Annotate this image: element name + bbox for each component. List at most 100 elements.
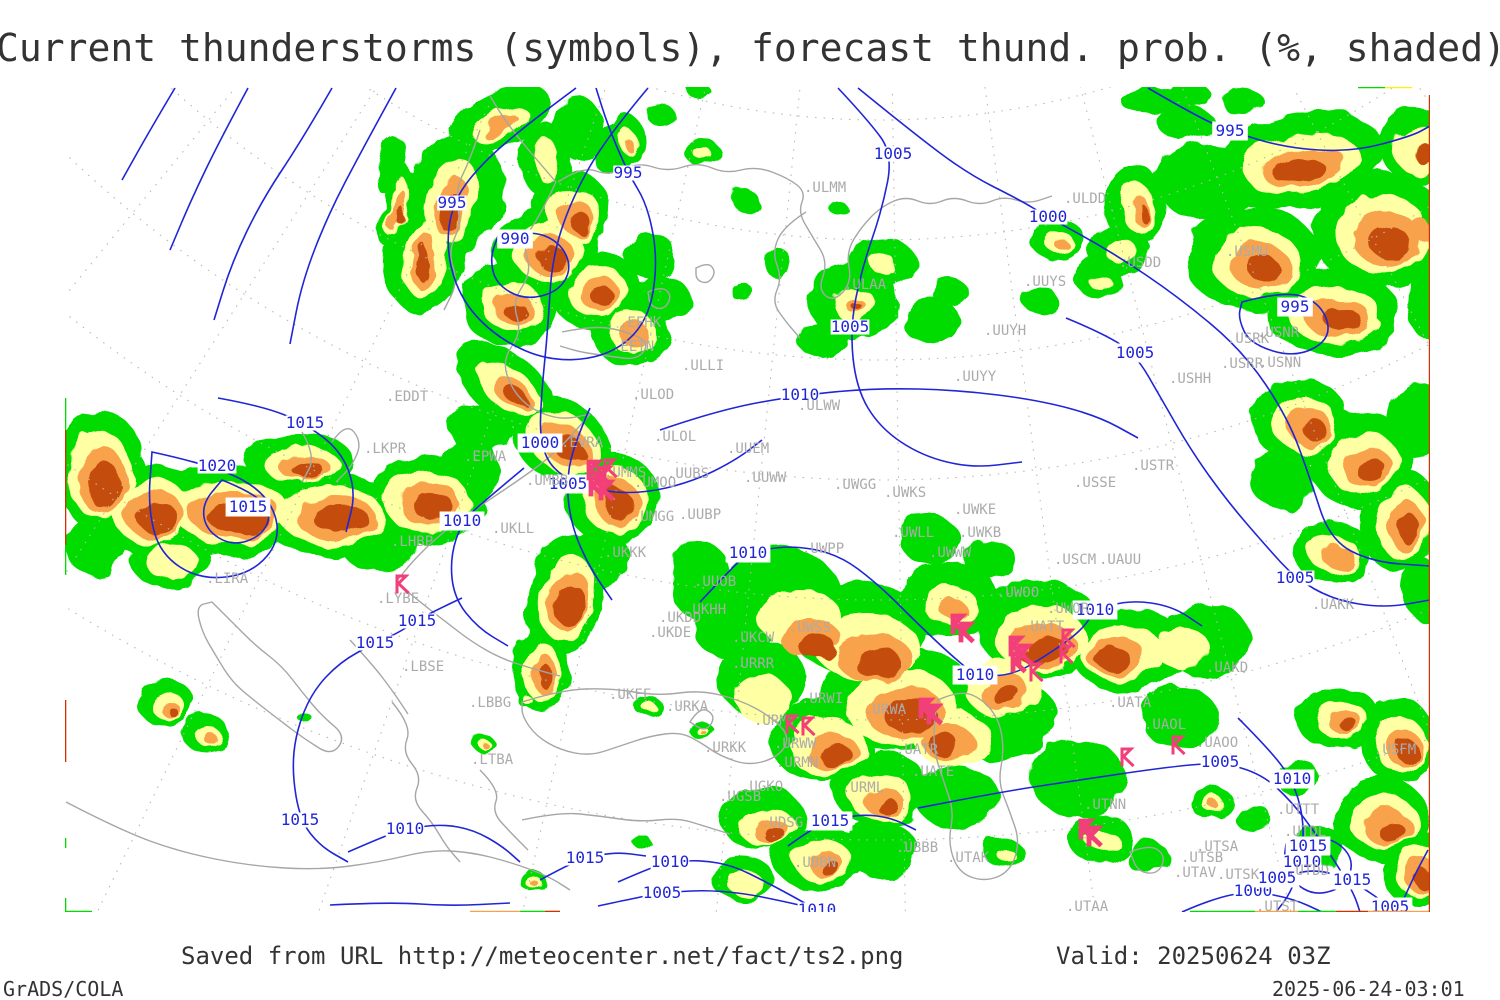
prob-shade-blob	[853, 304, 863, 312]
station-label-UAUU: .UAUU	[1099, 552, 1141, 568]
isobar-label-box	[197, 458, 237, 474]
thunderstorm-symbol	[918, 697, 936, 720]
prob-shade-blob	[991, 685, 1021, 705]
prob-shade-blob	[644, 101, 672, 123]
isobar-label: 1010	[1283, 852, 1322, 871]
isobar-label: 1000	[521, 433, 560, 452]
prob-shade-blob	[1392, 382, 1430, 458]
station-label-USRK: .USRK	[1227, 331, 1270, 347]
meridian-line	[715, 87, 801, 912]
prob-shade-blob	[929, 734, 959, 756]
prob-shade-blob	[1370, 227, 1410, 259]
isobar-label-box	[613, 165, 643, 181]
station-labels: .ULMM .ULAA .ULDD .USDD .UUYS .UUYH .UUYY .USHH…	[206, 180, 1416, 912]
isobar-line-1020	[148, 451, 278, 579]
prob-shade-blob	[554, 96, 602, 160]
isobar-label-box	[1072, 600, 1118, 620]
station-label-UTNN: .UTNN	[1084, 797, 1126, 813]
prob-shade-blob	[1221, 90, 1265, 114]
prob-shade-blob	[701, 731, 707, 735]
prob-shade-blob	[734, 675, 790, 721]
isobar-label-box	[1367, 897, 1413, 912]
isobar-line-unlabeled	[213, 87, 333, 321]
saved-from-url-caption: Saved from URL http://meteocenter.net/fa…	[181, 942, 904, 970]
isobar-label-box	[807, 811, 853, 831]
coastline	[695, 264, 715, 284]
isobar-labels: 9909959959959951000100010001005100510051…	[197, 121, 1413, 916]
station-label-UTTT: .UTTT	[1277, 802, 1320, 818]
prob-shade-blob	[670, 540, 730, 620]
prob-shade-blob	[938, 599, 966, 617]
station-label-UKKK: .UKKK	[604, 545, 647, 561]
prob-shade-blob	[538, 664, 552, 688]
meridian-line	[96, 87, 499, 912]
isobar-line-unlabeled	[169, 87, 249, 251]
station-label-ULLI: .ULLI	[682, 358, 724, 374]
prob-shade-blob	[570, 212, 590, 232]
isobar-line-1000	[539, 87, 763, 494]
isobar-label: 1005	[1276, 568, 1315, 587]
thunderstorm-symbol	[1059, 644, 1074, 665]
isobar-label: 995	[438, 193, 467, 212]
station-label-UWWW: .UWWW	[929, 545, 972, 561]
coastline	[443, 129, 481, 311]
isobar-label: 1000	[1029, 207, 1068, 226]
isobar-label: 1005	[1371, 897, 1410, 916]
prob-shade-blob	[1157, 144, 1253, 220]
grads-cola-credit: GrADS/COLA	[3, 977, 124, 1000]
isobar-label-box	[873, 146, 913, 162]
prob-shade-blob	[1137, 204, 1147, 220]
prob-shade-blob	[530, 880, 538, 886]
page-title: Current thunderstorms (symbols), forecas…	[0, 26, 1500, 70]
prob-shade-blob	[1142, 686, 1218, 750]
thunderstorm-symbol	[1010, 651, 1028, 674]
prob-shade-blob	[1157, 104, 1213, 140]
coastline	[197, 601, 343, 753]
isobar-label-box	[497, 229, 533, 249]
prob-shade-blob	[727, 871, 763, 895]
station-label-UMGG: .UMGG	[632, 509, 674, 525]
isobar-label: 1010	[651, 852, 690, 871]
prob-shade-blob	[688, 87, 712, 99]
prob-shade-blob	[800, 635, 836, 661]
isobar-label-box	[385, 821, 425, 837]
isobar-label-box	[545, 474, 591, 494]
station-label-UTSK: .UTSK	[1217, 867, 1260, 883]
station-label-UUBP: .UUBP	[679, 507, 721, 523]
prob-shade-blob	[1030, 740, 1126, 816]
prob-shade-blob	[900, 516, 960, 564]
isobar-label-box	[1285, 836, 1331, 856]
meridian-line	[65, 87, 237, 297]
station-label-UDSG: .UDSG	[761, 815, 803, 831]
prob-shade-blob	[1210, 802, 1220, 810]
thunderstorm-symbol	[785, 714, 800, 735]
meridian-line	[891, 87, 906, 912]
prob-shade-blob	[502, 302, 526, 318]
prob-shade-blob	[870, 255, 896, 273]
coastline	[331, 428, 360, 483]
isobar-label-box	[280, 812, 320, 828]
isobar-label: 1010	[386, 819, 425, 838]
prob-shade-blob	[875, 797, 897, 813]
station-label-URWW: .URWW	[774, 736, 817, 752]
isobar-label-box	[797, 902, 837, 912]
isobar-label: 1005	[1201, 752, 1240, 771]
station-label-USDD: .USDD	[1119, 255, 1161, 271]
prob-shade-blob	[1120, 87, 1180, 114]
isobar-label: 1010	[1273, 769, 1312, 788]
prob-shade-blob	[88, 461, 120, 509]
prob-shade-blob	[312, 504, 368, 532]
station-label-URWA: .URWA	[864, 702, 907, 718]
station-label-UAOO: .UAOO	[1196, 735, 1238, 751]
isobar-label-box	[225, 497, 271, 517]
isobar-label: 1005	[549, 474, 588, 493]
station-label-UMBB: .UMBB	[526, 473, 568, 489]
prob-shade-blob	[1403, 560, 1430, 620]
isobar-label: 1010	[443, 511, 482, 530]
prob-shade-blob	[1272, 157, 1324, 183]
station-label-UUYY: .UUYY	[954, 369, 997, 385]
isobar-line-1010	[659, 387, 1139, 439]
station-label-UUBS: .UUBS	[667, 466, 709, 482]
thunderstorm-symbol	[586, 459, 604, 482]
station-label-UWKS: .UWKS	[884, 485, 926, 501]
